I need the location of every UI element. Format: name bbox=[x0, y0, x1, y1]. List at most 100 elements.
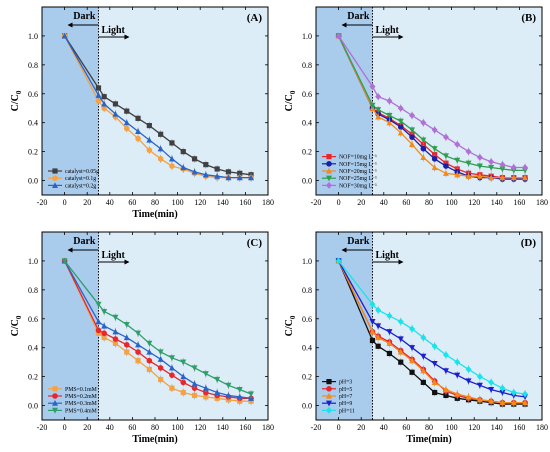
data-point bbox=[369, 83, 376, 90]
data-point bbox=[169, 385, 175, 391]
data-point bbox=[95, 92, 102, 98]
y-tick-label: 0.2 bbox=[302, 148, 312, 157]
x-tick-label: 80 bbox=[151, 423, 159, 432]
series-line bbox=[338, 35, 525, 179]
data-point bbox=[248, 395, 255, 401]
data-point bbox=[146, 122, 152, 129]
data-point bbox=[123, 125, 130, 132]
data-point bbox=[101, 94, 107, 100]
data-point bbox=[225, 392, 232, 399]
data-point bbox=[499, 174, 506, 181]
dark-arrow-head bbox=[67, 22, 73, 28]
data-point bbox=[135, 128, 142, 134]
data-point bbox=[476, 396, 483, 403]
data-point bbox=[465, 378, 472, 385]
data-point bbox=[397, 129, 404, 136]
data-point bbox=[203, 162, 209, 168]
data-point bbox=[369, 319, 376, 325]
data-point bbox=[465, 173, 472, 179]
series-line bbox=[64, 35, 252, 179]
legend-swatch-marker bbox=[326, 379, 332, 385]
data-point bbox=[180, 379, 187, 386]
data-point bbox=[465, 393, 472, 400]
data-point bbox=[146, 348, 153, 355]
data-point bbox=[397, 118, 404, 125]
data-point bbox=[236, 393, 243, 400]
x-tick-label: 180 bbox=[536, 198, 548, 207]
data-point bbox=[369, 300, 376, 308]
series-3 bbox=[335, 32, 529, 182]
data-point bbox=[95, 327, 102, 334]
x-tick-label: 60 bbox=[402, 423, 410, 432]
series-line bbox=[64, 260, 252, 399]
legend-swatch-marker bbox=[326, 182, 332, 189]
data-point bbox=[442, 351, 449, 359]
data-point bbox=[420, 379, 426, 385]
y-axis-title: C/C0 bbox=[10, 90, 23, 111]
data-point bbox=[398, 359, 404, 365]
data-point bbox=[158, 131, 164, 137]
data-point bbox=[431, 146, 438, 152]
data-point bbox=[432, 389, 438, 396]
data-point bbox=[180, 359, 187, 366]
data-point bbox=[510, 174, 517, 181]
data-point bbox=[375, 334, 382, 341]
data-point bbox=[409, 369, 415, 375]
x-tick-label: 140 bbox=[491, 423, 503, 432]
data-point bbox=[432, 151, 438, 158]
data-point bbox=[409, 357, 416, 364]
legend-swatch-marker bbox=[52, 168, 58, 174]
y-tick-label: 0.8 bbox=[302, 286, 312, 295]
legend-swatch-marker bbox=[326, 400, 332, 407]
x-tick-label: 120 bbox=[468, 198, 480, 207]
data-point bbox=[146, 147, 153, 153]
x-tick-label: 0 bbox=[337, 423, 341, 432]
x-tick-label: 80 bbox=[151, 198, 159, 207]
data-point bbox=[499, 166, 506, 173]
data-point bbox=[510, 399, 517, 406]
series-4 bbox=[61, 258, 255, 398]
data-point bbox=[409, 112, 416, 119]
data-point bbox=[95, 318, 102, 325]
data-point bbox=[191, 380, 198, 387]
legend-swatch-marker bbox=[326, 154, 332, 160]
data-point bbox=[488, 387, 495, 393]
legend-swatch-marker bbox=[52, 175, 58, 181]
data-point bbox=[158, 376, 164, 383]
panel-label: (B) bbox=[521, 12, 536, 24]
data-point bbox=[135, 330, 142, 337]
y-tick-label: 0.2 bbox=[28, 148, 38, 157]
x-axis-title: Time(min) bbox=[406, 434, 451, 445]
data-point bbox=[180, 164, 187, 171]
data-point bbox=[442, 133, 449, 141]
y-tick-label: 0.8 bbox=[28, 61, 38, 70]
x-tick-label: 20 bbox=[83, 198, 91, 207]
legend-swatch-marker bbox=[326, 161, 332, 167]
data-point bbox=[112, 110, 119, 117]
y-axis-title-subscript: 0 bbox=[289, 90, 297, 94]
data-point bbox=[112, 101, 119, 107]
data-point bbox=[375, 323, 382, 330]
data-point bbox=[409, 325, 416, 333]
data-point bbox=[476, 382, 483, 389]
light-label: Light bbox=[376, 250, 400, 261]
legend-label: pH=9 bbox=[339, 401, 352, 407]
y-tick-label: 0.8 bbox=[302, 61, 312, 70]
data-point bbox=[123, 342, 130, 348]
data-point bbox=[101, 105, 107, 112]
data-point bbox=[522, 390, 529, 398]
x-tick-label: 180 bbox=[536, 423, 548, 432]
series-line bbox=[338, 35, 525, 169]
data-point bbox=[443, 163, 449, 169]
legend-label: catalyst=0.05g bbox=[65, 169, 99, 175]
x-tick-label: 140 bbox=[217, 423, 229, 432]
series-line bbox=[338, 35, 525, 180]
data-point bbox=[442, 368, 449, 375]
legend-label: catalyst=0.1g bbox=[65, 176, 96, 182]
data-point bbox=[499, 399, 506, 406]
x-tick-label: 120 bbox=[194, 198, 206, 207]
data-point bbox=[386, 312, 393, 320]
data-point bbox=[431, 164, 438, 171]
dark-label: Dark bbox=[73, 11, 96, 22]
